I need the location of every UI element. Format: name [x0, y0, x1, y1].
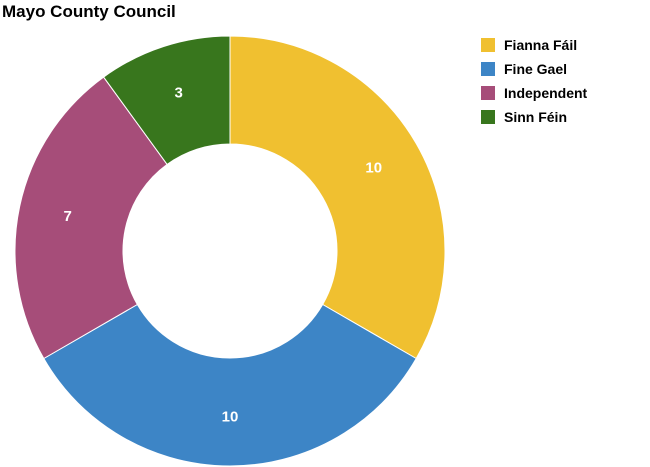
legend-label: Independent: [504, 85, 588, 101]
slices-group: [14, 35, 446, 467]
legend-item[interactable]: Sinn Féin: [481, 109, 567, 125]
legend-label: Fianna Fáil: [504, 37, 577, 53]
legend-item[interactable]: Fianna Fáil: [481, 37, 577, 53]
chart-title: Mayo County Council: [2, 2, 176, 21]
slice-value-label: 10: [365, 160, 382, 177]
slice-labels-group: 10 10 7 3: [63, 85, 382, 426]
legend-item[interactable]: Independent: [481, 85, 588, 101]
legend-item[interactable]: Fine Gael: [481, 61, 567, 77]
slice-value-label: 7: [63, 208, 71, 225]
legend-swatch: [481, 38, 495, 52]
legend-swatch: [481, 62, 495, 76]
legend-label: Fine Gael: [504, 61, 567, 77]
legend-swatch: [481, 86, 495, 100]
legend-swatch: [481, 110, 495, 124]
slice-sinn-f-in[interactable]: [102, 35, 231, 166]
slice-value-label: 10: [222, 409, 239, 426]
slice-fine-gael[interactable]: [43, 303, 417, 467]
legend: Fianna Fáil Fine Gael Independent Sinn Féin: [481, 37, 588, 125]
slice-independent[interactable]: [14, 76, 168, 360]
legend-label: Sinn Féin: [504, 109, 567, 125]
slice-fianna-f-il[interactable]: [229, 35, 446, 360]
slice-value-label: 3: [175, 85, 183, 102]
